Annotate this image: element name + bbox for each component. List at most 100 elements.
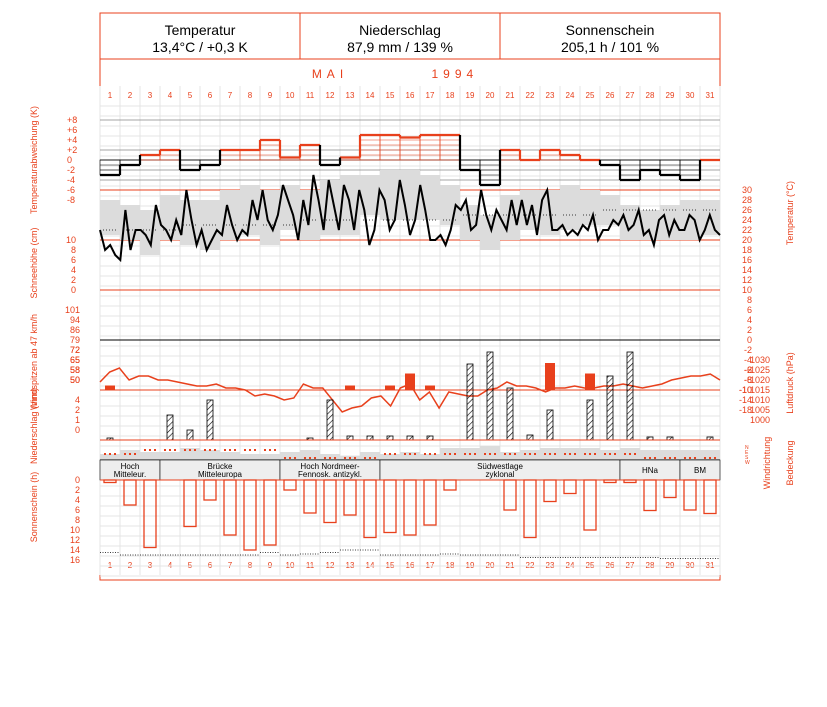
temperature-tick-label: -4 <box>744 355 752 365</box>
anomaly-tick-label: -4 <box>67 175 75 185</box>
sunshine-tick-label: 8 <box>75 515 80 525</box>
cloud-cover <box>380 454 400 460</box>
day-label: 24 <box>566 91 575 100</box>
precip-tick-label: 4 <box>75 395 80 405</box>
precip-tick-label: 72 <box>70 345 80 355</box>
wind-direction-mark <box>549 453 551 455</box>
day-label: 27 <box>626 91 635 100</box>
wind-direction-mark <box>409 453 411 455</box>
temperature-tick-label: 14 <box>742 265 752 275</box>
wind-direction-mark <box>264 449 266 451</box>
day-label: 5 <box>188 91 193 100</box>
sunshine-tick-label: 2 <box>75 485 80 495</box>
wind-direction-mark <box>624 453 626 455</box>
wind-tick-label: 50 <box>70 375 80 385</box>
wind-direction-mark <box>209 449 211 451</box>
wind-direction-mark <box>534 453 536 455</box>
wind-direction-mark <box>394 453 396 455</box>
day-label: 1 <box>108 91 113 100</box>
wind-direction-mark <box>669 457 671 459</box>
day-label: 4 <box>168 91 173 100</box>
temperature-tick-label: -2 <box>744 345 752 355</box>
precipitation-bar <box>526 434 534 441</box>
sunshine-bar <box>683 479 697 511</box>
wind-direction-mark <box>629 453 631 455</box>
header-sunshine: Sonnenschein 205,1 h / 101 % <box>500 13 720 59</box>
wind-direction-mark <box>144 449 146 451</box>
precipitation-bar <box>626 351 634 441</box>
cloud-cover <box>100 454 120 460</box>
wind-direction-mark <box>329 457 331 459</box>
wind-direction-mark <box>174 449 176 451</box>
wind-direction-mark <box>434 453 436 455</box>
day-label: 12 <box>326 91 335 100</box>
sunshine-tick-label: 4 <box>75 495 80 505</box>
sunshine-bar <box>603 479 617 484</box>
sunshine-tick-label: 6 <box>75 505 80 515</box>
temperature-range <box>500 195 520 240</box>
temperature-range <box>680 200 700 240</box>
wind-direction-mark <box>484 453 486 455</box>
wind-direction-mark <box>694 457 696 459</box>
temperature-tick-label: 28 <box>742 195 752 205</box>
wind-direction-mark <box>514 453 516 455</box>
wind-gust-bar <box>405 373 415 390</box>
temperature-range <box>620 205 640 240</box>
wind-direction-mark <box>489 453 491 455</box>
wind-direction-mark <box>309 457 311 459</box>
weather-type-label: Brücke <box>208 462 233 471</box>
wind-direction-mark <box>429 453 431 455</box>
sunshine-tick-label: 10 <box>70 525 80 535</box>
day-label: 6 <box>208 91 213 100</box>
temperature-tick-label: 22 <box>742 225 752 235</box>
precipitation-bar <box>206 399 214 441</box>
day-label: 2 <box>128 91 133 100</box>
wind-direction-mark <box>274 449 276 451</box>
temperature-tick-label: 2 <box>747 325 752 335</box>
day-label: 3 <box>148 91 153 100</box>
sunshine-bar <box>323 479 337 524</box>
sunshine-bar <box>643 479 657 512</box>
wind-direction-mark <box>614 453 616 455</box>
wind-gust-bar <box>345 385 355 390</box>
sunshine-bar <box>343 479 357 516</box>
wind-direction-mark <box>374 457 376 459</box>
header-temperature-title: Temperatur <box>164 22 236 38</box>
temperature-range <box>160 195 180 240</box>
sunshine-bar <box>183 479 197 528</box>
right-axis-title: Luftdruck (hPa) <box>785 352 795 414</box>
pressure-tick-label: 1030 <box>750 355 770 365</box>
temperature-tick-label: 30 <box>742 185 752 195</box>
cloud-cover <box>160 452 180 460</box>
wind-direction-mark <box>214 449 216 451</box>
precip-tick-label: 58 <box>70 365 80 375</box>
wind-direction-mark <box>689 457 691 459</box>
day-label: 25 <box>586 91 595 100</box>
anomaly-tick-label: +4 <box>67 135 77 145</box>
left-axis-title: Windspitzen ab 47 km/h <box>29 314 39 410</box>
day-label: 30 <box>686 91 695 100</box>
left-axis-title: Niederschlag (mm) <box>29 388 39 464</box>
wind-tick-label: 94 <box>70 315 80 325</box>
header-precipitation-title: Niederschlag <box>359 22 441 38</box>
temperature-tick-label: 12 <box>742 275 752 285</box>
weather-type-label: Mitteleuropa <box>198 470 243 479</box>
wind-direction-mark <box>424 453 426 455</box>
header-temperature: Temperatur 13,4°C / +0,3 K <box>100 13 300 59</box>
cloud-cover <box>220 452 240 460</box>
day-label: 14 <box>366 91 375 100</box>
precipitation-bar <box>346 435 354 441</box>
anomaly-tick-label: -6 <box>67 185 75 195</box>
sunshine-bar <box>623 479 637 484</box>
wind-direction-mark <box>584 453 586 455</box>
wind-direction-mark <box>684 457 686 459</box>
anomaly-tick-label: 0 <box>67 155 72 165</box>
wind-direction-mark <box>589 453 591 455</box>
wind-direction-mark <box>169 449 171 451</box>
wind-direction-mark <box>389 453 391 455</box>
weather-type-label: BM <box>694 466 706 475</box>
wind-direction-label: E <box>745 450 749 456</box>
wind-direction-mark <box>234 449 236 451</box>
temperature-range <box>440 185 460 225</box>
wind-tick-label: 86 <box>70 325 80 335</box>
